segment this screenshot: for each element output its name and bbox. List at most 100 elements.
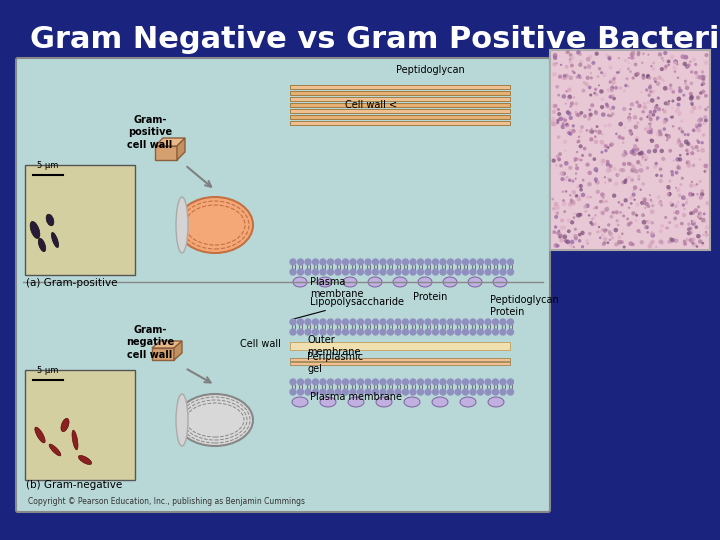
Point: [690, 69, 702, 77]
Point: [644, 242, 656, 251]
Circle shape: [433, 329, 438, 335]
Point: [673, 138, 685, 146]
Circle shape: [387, 319, 394, 325]
Point: [584, 83, 595, 92]
Point: [585, 91, 597, 99]
Point: [563, 227, 575, 235]
Point: [655, 197, 667, 206]
Point: [651, 171, 662, 180]
Point: [619, 124, 631, 132]
Point: [698, 75, 709, 84]
Point: [572, 72, 583, 81]
Point: [656, 64, 667, 73]
Point: [573, 155, 585, 164]
Polygon shape: [174, 341, 182, 360]
Point: [660, 64, 671, 72]
Point: [590, 107, 601, 116]
Circle shape: [312, 319, 318, 325]
Point: [603, 227, 615, 236]
Point: [597, 95, 608, 104]
Point: [575, 50, 586, 59]
Point: [570, 225, 581, 234]
Text: Plasma membrane: Plasma membrane: [310, 392, 402, 402]
Point: [665, 199, 677, 207]
Point: [637, 153, 649, 161]
Point: [636, 238, 647, 247]
Circle shape: [500, 269, 506, 275]
Point: [631, 211, 642, 220]
Point: [657, 239, 668, 247]
Point: [647, 201, 659, 210]
Point: [606, 83, 618, 92]
Point: [630, 167, 642, 176]
Point: [626, 100, 638, 109]
Point: [629, 183, 641, 192]
Circle shape: [508, 389, 513, 395]
Point: [570, 155, 582, 164]
Point: [600, 146, 612, 155]
Circle shape: [328, 379, 333, 385]
Point: [688, 219, 699, 228]
Point: [691, 122, 703, 130]
Point: [696, 73, 708, 82]
Point: [618, 151, 630, 159]
Point: [602, 160, 613, 169]
Bar: [25, 370, 135, 480]
Circle shape: [380, 259, 386, 265]
Point: [568, 198, 580, 206]
Point: [559, 116, 571, 125]
Circle shape: [365, 259, 371, 265]
Text: Plasma
membrane: Plasma membrane: [310, 277, 364, 299]
Point: [645, 128, 657, 137]
Circle shape: [305, 269, 311, 275]
Circle shape: [455, 269, 461, 275]
Point: [698, 231, 709, 239]
Point: [641, 200, 652, 208]
Circle shape: [305, 259, 311, 265]
Point: [660, 49, 671, 57]
Point: [550, 102, 562, 110]
Point: [672, 186, 684, 194]
Point: [670, 237, 682, 245]
Point: [561, 87, 572, 96]
Point: [590, 109, 602, 118]
Circle shape: [290, 329, 296, 335]
Ellipse shape: [72, 430, 78, 450]
Point: [654, 130, 666, 139]
Point: [549, 70, 560, 79]
Point: [668, 156, 680, 165]
Point: [686, 93, 698, 102]
Point: [560, 187, 572, 195]
Ellipse shape: [318, 277, 332, 287]
Point: [633, 227, 644, 235]
Circle shape: [343, 319, 348, 325]
Point: [549, 51, 561, 59]
Point: [581, 126, 593, 134]
Point: [559, 138, 571, 146]
Point: [663, 132, 675, 141]
Point: [637, 211, 649, 219]
Point: [552, 83, 563, 91]
Point: [564, 176, 575, 185]
Point: [603, 174, 614, 183]
Point: [597, 190, 608, 199]
Text: Peptidoglycan: Peptidoglycan: [490, 295, 559, 305]
Bar: [152, 348, 174, 360]
Point: [562, 108, 574, 117]
Point: [694, 73, 706, 82]
Circle shape: [418, 389, 423, 395]
Point: [626, 176, 638, 184]
Point: [693, 93, 704, 102]
Ellipse shape: [177, 394, 253, 446]
Point: [595, 87, 607, 96]
Point: [670, 57, 681, 66]
Point: [687, 190, 698, 199]
Point: [632, 158, 644, 166]
Point: [635, 150, 647, 158]
Circle shape: [365, 389, 371, 395]
Point: [566, 99, 577, 108]
Point: [611, 180, 622, 188]
Point: [642, 71, 654, 80]
Point: [672, 105, 683, 113]
Point: [547, 195, 559, 204]
